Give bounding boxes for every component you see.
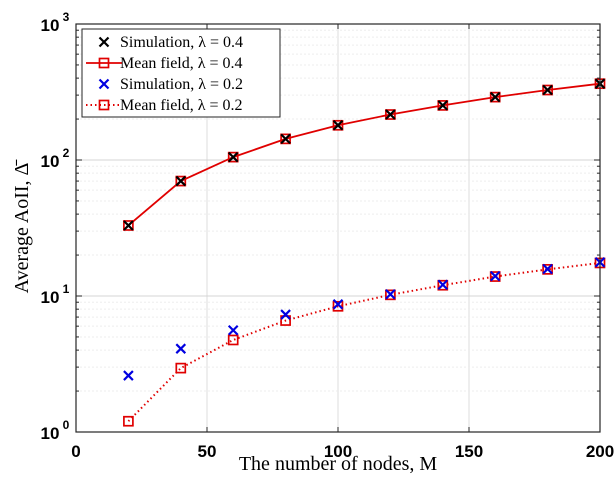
cross-marker-stroke-b [542,263,553,275]
square-marker [489,91,501,103]
cross-marker [175,175,187,187]
x-tick-label: 0 [71,442,80,461]
square-marker [437,100,449,111]
y-tick-label-exponent: 2 [63,146,70,160]
y-tick-label-base: 10 [41,288,60,307]
cross-marker [437,100,449,111]
cross-marker [175,343,187,354]
cross-marker-stroke-b [542,84,553,96]
cross-marker-stroke-b [385,288,396,300]
y-axis-label: Average AoII, Δ̄ [11,159,33,294]
x-tick-label: 150 [455,442,483,461]
grid [76,24,600,432]
square-marker [489,271,501,282]
square-marker [385,109,396,120]
square-marker [437,279,449,291]
cross-marker [123,370,134,381]
y-tick-label-base: 10 [41,152,60,171]
x-tick-label: 100 [324,442,352,461]
cross-marker-stroke-b [489,91,501,103]
legend-cross-marker [98,36,110,48]
legend-label: Mean field, λ = 0.2 [120,97,243,114]
legend-square-marker [98,99,110,111]
x-tick-label: 200 [586,442,614,461]
legend-label: Simulation, λ = 0.4 [120,34,243,51]
cross-marker-stroke-b [123,220,134,231]
square-marker [542,264,553,275]
y-tick-label-base: 10 [41,16,60,35]
square-marker [332,119,344,131]
square-marker [227,334,239,346]
y-tick-label-base: 10 [41,424,60,443]
square-marker [542,84,553,96]
cross-marker [489,270,501,282]
legend-square-marker [98,57,110,69]
cross-marker [227,151,239,163]
cross-marker-stroke-b [175,343,187,354]
legend-box [81,28,281,118]
y-tick-label-exponent: 1 [63,282,70,296]
cross-marker [489,91,501,103]
cross-marker-stroke-b [123,370,134,381]
legend-cross-marker [98,78,110,90]
cross-marker [280,133,291,145]
cross-marker-stroke-b [437,279,449,291]
legend-item: Mean field, λ = 0.4 [86,55,243,72]
legend-item: Simulation, λ = 0.4 [98,34,243,51]
square-marker [385,289,396,301]
cross-marker [280,309,291,320]
cross-marker-stroke-b [227,151,239,163]
cross-marker [385,109,396,120]
square-marker [227,151,239,163]
square-marker [175,362,187,374]
cross-marker [542,84,553,96]
ticks [75,23,601,433]
cross-marker-stroke-b [280,309,291,320]
legend-item: Mean field, λ = 0.2 [86,97,243,114]
square-marker [123,415,134,427]
cross-marker [437,279,449,291]
series-1 [123,78,606,231]
cross-marker [332,120,344,131]
y-tick-label-exponent: 3 [63,10,70,24]
x-tick-label: 50 [198,442,217,461]
legend-cross-marker-stroke-b [98,36,110,48]
square-marker [123,220,134,231]
cross-marker-stroke-b [385,109,396,120]
cross-marker [123,220,134,231]
square-marker [280,133,291,145]
legend: Simulation, λ = 0.4 Mean field, λ = 0.4 Si… [81,28,281,118]
cross-marker-stroke-b [332,298,344,310]
legend-label: Simulation, λ = 0.2 [120,76,243,93]
cross-marker-stroke-b [175,175,187,187]
series-4 [123,257,606,427]
cross-marker-stroke-b [227,324,239,336]
legend-cross-marker-stroke-b [98,78,110,90]
cross-marker [227,324,239,336]
legend-item: Simulation, λ = 0.2 [98,76,243,93]
cross-marker [332,298,344,310]
cross-marker-stroke-b [332,120,344,131]
square-marker [332,300,344,312]
y-tick-label-exponent: 0 [63,418,70,432]
cross-marker [385,288,396,300]
x-axis-label: The number of nodes, M [239,453,438,475]
series-line [127,261,601,422]
cross-marker-stroke-b [280,133,291,145]
series-line [127,82,601,227]
cross-marker-stroke-b [489,270,501,282]
cross-marker-stroke-b [437,100,449,111]
legend-label: Mean field, λ = 0.4 [120,55,243,72]
square-marker [175,175,187,187]
cross-marker [542,263,553,275]
